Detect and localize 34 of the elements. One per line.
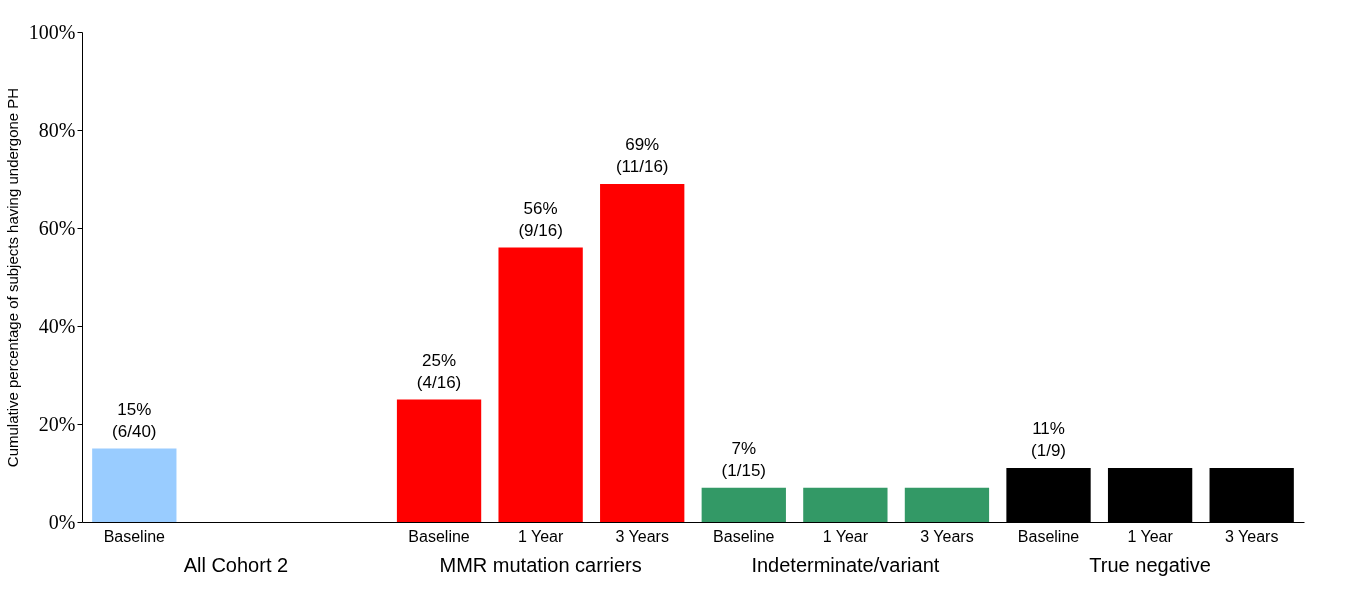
y-tick-label: 100%: [28, 20, 76, 43]
data-label: 7% (1/15): [721, 438, 766, 480]
x-tick-label: Baseline: [713, 527, 775, 545]
x-tick-label: 1 Year: [1127, 527, 1174, 545]
data-label: 11% (1/9): [1031, 419, 1067, 461]
text: All Cohort 2: [183, 554, 289, 576]
bar: [92, 448, 177, 522]
y-tick-label: 80%: [38, 118, 76, 141]
x-tick-label: 1 Year: [822, 527, 869, 545]
y-tick-label: 40%: [38, 314, 76, 337]
y-axis-title: Cumulative percentage of subjects having undergone PH: [3, 87, 21, 468]
data-label: 15% (6/40): [112, 399, 157, 441]
x-tick-label: Baseline: [103, 527, 166, 545]
x-tick-label: 3 Years: [920, 527, 974, 545]
bar: [701, 487, 786, 522]
data-label: 69% (11/16): [615, 134, 669, 176]
y-tick-label: 0%: [48, 510, 76, 533]
bar: [904, 487, 990, 522]
bar: [396, 399, 482, 522]
data-label: 25% (4/16): [416, 350, 462, 392]
text: Indeterminate/variant: [751, 554, 940, 576]
bar: [498, 247, 583, 522]
y-tick-label: 60%: [38, 216, 76, 239]
y-tick-label: 20%: [38, 412, 76, 435]
data-label: 56% (9/16): [518, 198, 563, 240]
text: True negative: [1089, 554, 1211, 576]
x-tick-label: Baseline: [408, 527, 470, 545]
bar: [803, 487, 888, 522]
x-tick-label: 1 Year: [517, 527, 564, 545]
bar: [600, 183, 685, 522]
x-tick-label: 3 Years: [615, 527, 669, 545]
text: MMR mutation carriers: [439, 554, 642, 576]
x-tick-label: 3 Years: [1224, 527, 1279, 545]
x-tick-label: Baseline: [1017, 527, 1080, 545]
